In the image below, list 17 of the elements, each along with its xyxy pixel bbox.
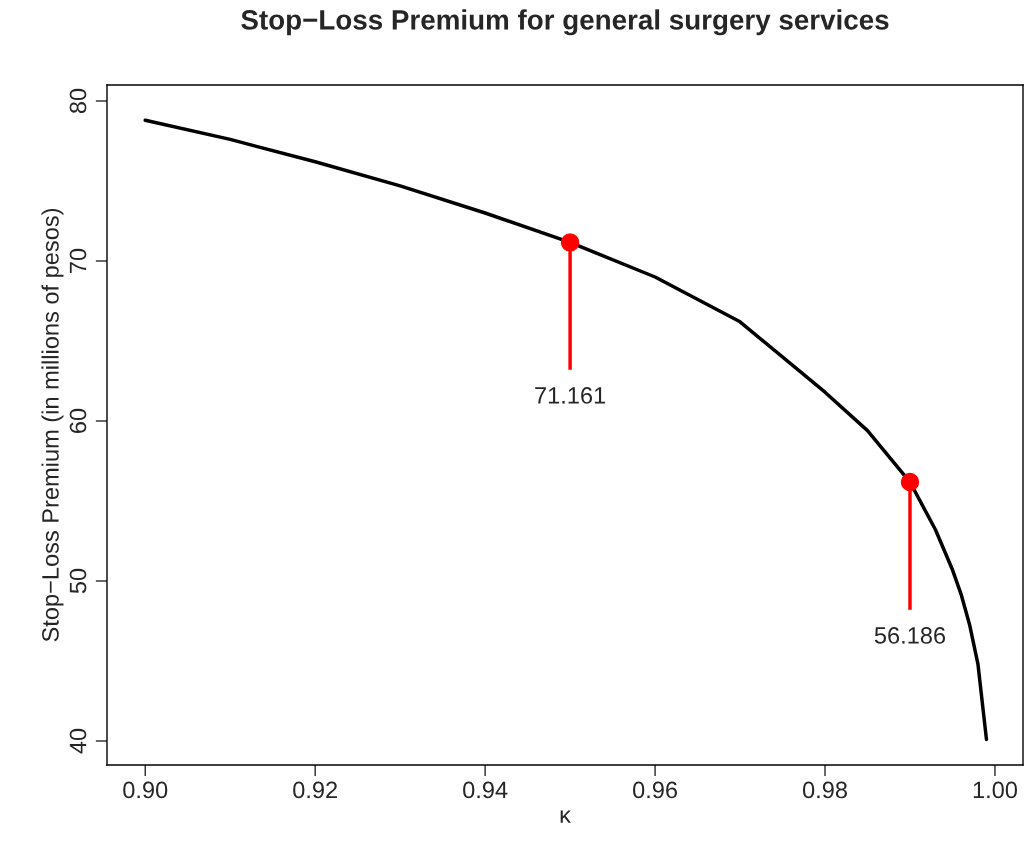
x-tick-label: 0.98 [802, 781, 847, 799]
x-tick-label: 0.96 [633, 781, 678, 799]
x-tick-label: 0.94 [463, 781, 508, 799]
x-tick-label: 1.00 [973, 781, 1018, 799]
x-axis-title: κ [560, 810, 571, 823]
y-tick-label: 70 [69, 248, 87, 273]
line-series [143, 118, 989, 742]
x-tick-label: 0.90 [123, 781, 168, 799]
y-axis-title: Stop−Loss Premium (in millions of pesos) [41, 208, 64, 642]
x-tick-label: 0.92 [293, 781, 337, 799]
y-tick-label: 50 [69, 568, 87, 594]
annotation: 71.161 [535, 387, 606, 404]
y-tick-label: 60 [69, 408, 87, 433]
y-tick-label: 40 [69, 728, 87, 754]
annotation: 56.186 [874, 627, 946, 644]
chart-title: Stop−Loss Premium for general surgery services [241, 9, 889, 36]
y-tick-label: 80 [69, 88, 87, 114]
